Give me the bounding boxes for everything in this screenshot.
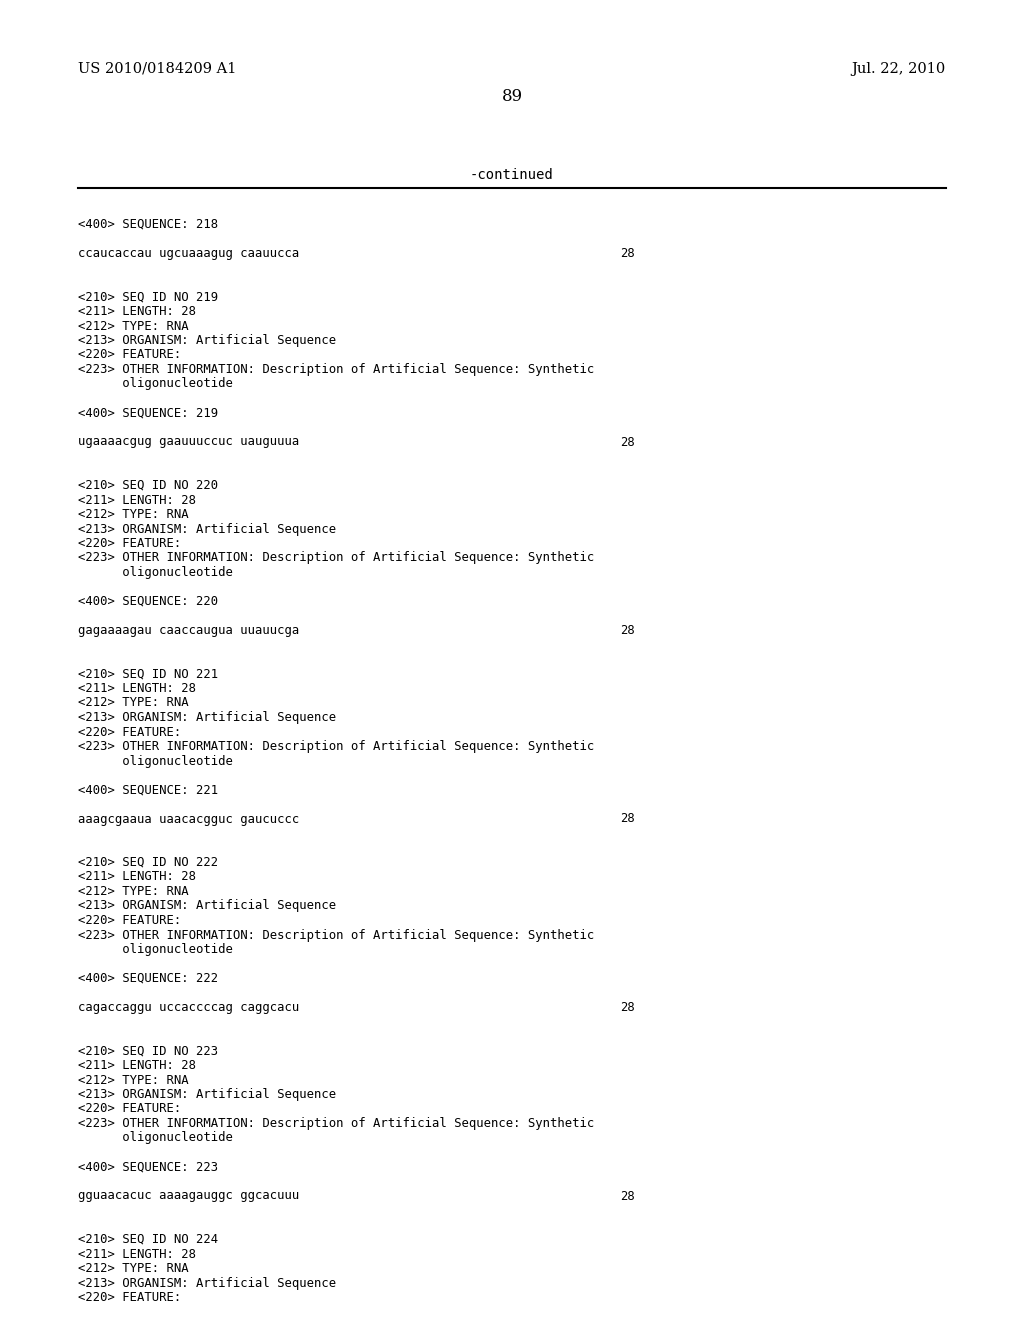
Text: oligonucleotide: oligonucleotide	[78, 566, 232, 579]
Text: -continued: -continued	[470, 168, 554, 182]
Text: US 2010/0184209 A1: US 2010/0184209 A1	[78, 62, 237, 77]
Text: 28: 28	[620, 1189, 635, 1203]
Text: 28: 28	[620, 436, 635, 449]
Text: 89: 89	[502, 88, 522, 106]
Text: oligonucleotide: oligonucleotide	[78, 942, 232, 956]
Text: <211> LENGTH: 28: <211> LENGTH: 28	[78, 682, 196, 696]
Text: <400> SEQUENCE: 219: <400> SEQUENCE: 219	[78, 407, 218, 420]
Text: gguaacacuc aaaagauggc ggcacuuu: gguaacacuc aaaagauggc ggcacuuu	[78, 1189, 299, 1203]
Text: <220> FEATURE:: <220> FEATURE:	[78, 913, 181, 927]
Text: <400> SEQUENCE: 220: <400> SEQUENCE: 220	[78, 595, 218, 609]
Text: <223> OTHER INFORMATION: Description of Artificial Sequence: Synthetic: <223> OTHER INFORMATION: Description of …	[78, 741, 594, 752]
Text: <220> FEATURE:: <220> FEATURE:	[78, 726, 181, 738]
Text: <211> LENGTH: 28: <211> LENGTH: 28	[78, 1059, 196, 1072]
Text: ccaucaccau ugcuaaagug caauucca: ccaucaccau ugcuaaagug caauucca	[78, 247, 299, 260]
Text: aaagcgaaua uaacacgguc gaucuccc: aaagcgaaua uaacacgguc gaucuccc	[78, 813, 299, 825]
Text: <211> LENGTH: 28: <211> LENGTH: 28	[78, 1247, 196, 1261]
Text: <210> SEQ ID NO 219: <210> SEQ ID NO 219	[78, 290, 218, 304]
Text: <212> TYPE: RNA: <212> TYPE: RNA	[78, 1073, 188, 1086]
Text: <220> FEATURE:: <220> FEATURE:	[78, 348, 181, 362]
Text: Jul. 22, 2010: Jul. 22, 2010	[852, 62, 946, 77]
Text: <223> OTHER INFORMATION: Description of Artificial Sequence: Synthetic: <223> OTHER INFORMATION: Description of …	[78, 363, 594, 376]
Text: oligonucleotide: oligonucleotide	[78, 1131, 232, 1144]
Text: gagaaaagau caaccaugua uuauucga: gagaaaagau caaccaugua uuauucga	[78, 624, 299, 638]
Text: <213> ORGANISM: Artificial Sequence: <213> ORGANISM: Artificial Sequence	[78, 1276, 336, 1290]
Text: oligonucleotide: oligonucleotide	[78, 378, 232, 391]
Text: <223> OTHER INFORMATION: Description of Artificial Sequence: Synthetic: <223> OTHER INFORMATION: Description of …	[78, 552, 594, 565]
Text: <212> TYPE: RNA: <212> TYPE: RNA	[78, 697, 188, 710]
Text: 28: 28	[620, 1001, 635, 1014]
Text: <212> TYPE: RNA: <212> TYPE: RNA	[78, 508, 188, 521]
Text: <400> SEQUENCE: 221: <400> SEQUENCE: 221	[78, 784, 218, 796]
Text: 28: 28	[620, 624, 635, 638]
Text: <213> ORGANISM: Artificial Sequence: <213> ORGANISM: Artificial Sequence	[78, 523, 336, 536]
Text: <210> SEQ ID NO 222: <210> SEQ ID NO 222	[78, 855, 218, 869]
Text: 28: 28	[620, 813, 635, 825]
Text: <220> FEATURE:: <220> FEATURE:	[78, 1102, 181, 1115]
Text: 28: 28	[620, 247, 635, 260]
Text: <213> ORGANISM: Artificial Sequence: <213> ORGANISM: Artificial Sequence	[78, 1088, 336, 1101]
Text: <213> ORGANISM: Artificial Sequence: <213> ORGANISM: Artificial Sequence	[78, 334, 336, 347]
Text: <210> SEQ ID NO 221: <210> SEQ ID NO 221	[78, 668, 218, 681]
Text: <210> SEQ ID NO 223: <210> SEQ ID NO 223	[78, 1044, 218, 1057]
Text: <223> OTHER INFORMATION: Description of Artificial Sequence: Synthetic: <223> OTHER INFORMATION: Description of …	[78, 928, 594, 941]
Text: <212> TYPE: RNA: <212> TYPE: RNA	[78, 1262, 188, 1275]
Text: <400> SEQUENCE: 223: <400> SEQUENCE: 223	[78, 1160, 218, 1173]
Text: <400> SEQUENCE: 222: <400> SEQUENCE: 222	[78, 972, 218, 985]
Text: <220> FEATURE:: <220> FEATURE:	[78, 1291, 181, 1304]
Text: cagaccaggu uccaccccag caggcacu: cagaccaggu uccaccccag caggcacu	[78, 1001, 299, 1014]
Text: <223> OTHER INFORMATION: Description of Artificial Sequence: Synthetic: <223> OTHER INFORMATION: Description of …	[78, 1117, 594, 1130]
Text: <211> LENGTH: 28: <211> LENGTH: 28	[78, 305, 196, 318]
Text: <210> SEQ ID NO 220: <210> SEQ ID NO 220	[78, 479, 218, 492]
Text: <212> TYPE: RNA: <212> TYPE: RNA	[78, 884, 188, 898]
Text: <220> FEATURE:: <220> FEATURE:	[78, 537, 181, 550]
Text: oligonucleotide: oligonucleotide	[78, 755, 232, 767]
Text: <211> LENGTH: 28: <211> LENGTH: 28	[78, 494, 196, 507]
Text: <213> ORGANISM: Artificial Sequence: <213> ORGANISM: Artificial Sequence	[78, 899, 336, 912]
Text: <211> LENGTH: 28: <211> LENGTH: 28	[78, 870, 196, 883]
Text: ugaaaacgug gaauuuccuc uauguuua: ugaaaacgug gaauuuccuc uauguuua	[78, 436, 299, 449]
Text: <210> SEQ ID NO 224: <210> SEQ ID NO 224	[78, 1233, 218, 1246]
Text: <400> SEQUENCE: 218: <400> SEQUENCE: 218	[78, 218, 218, 231]
Text: <213> ORGANISM: Artificial Sequence: <213> ORGANISM: Artificial Sequence	[78, 711, 336, 723]
Text: <212> TYPE: RNA: <212> TYPE: RNA	[78, 319, 188, 333]
